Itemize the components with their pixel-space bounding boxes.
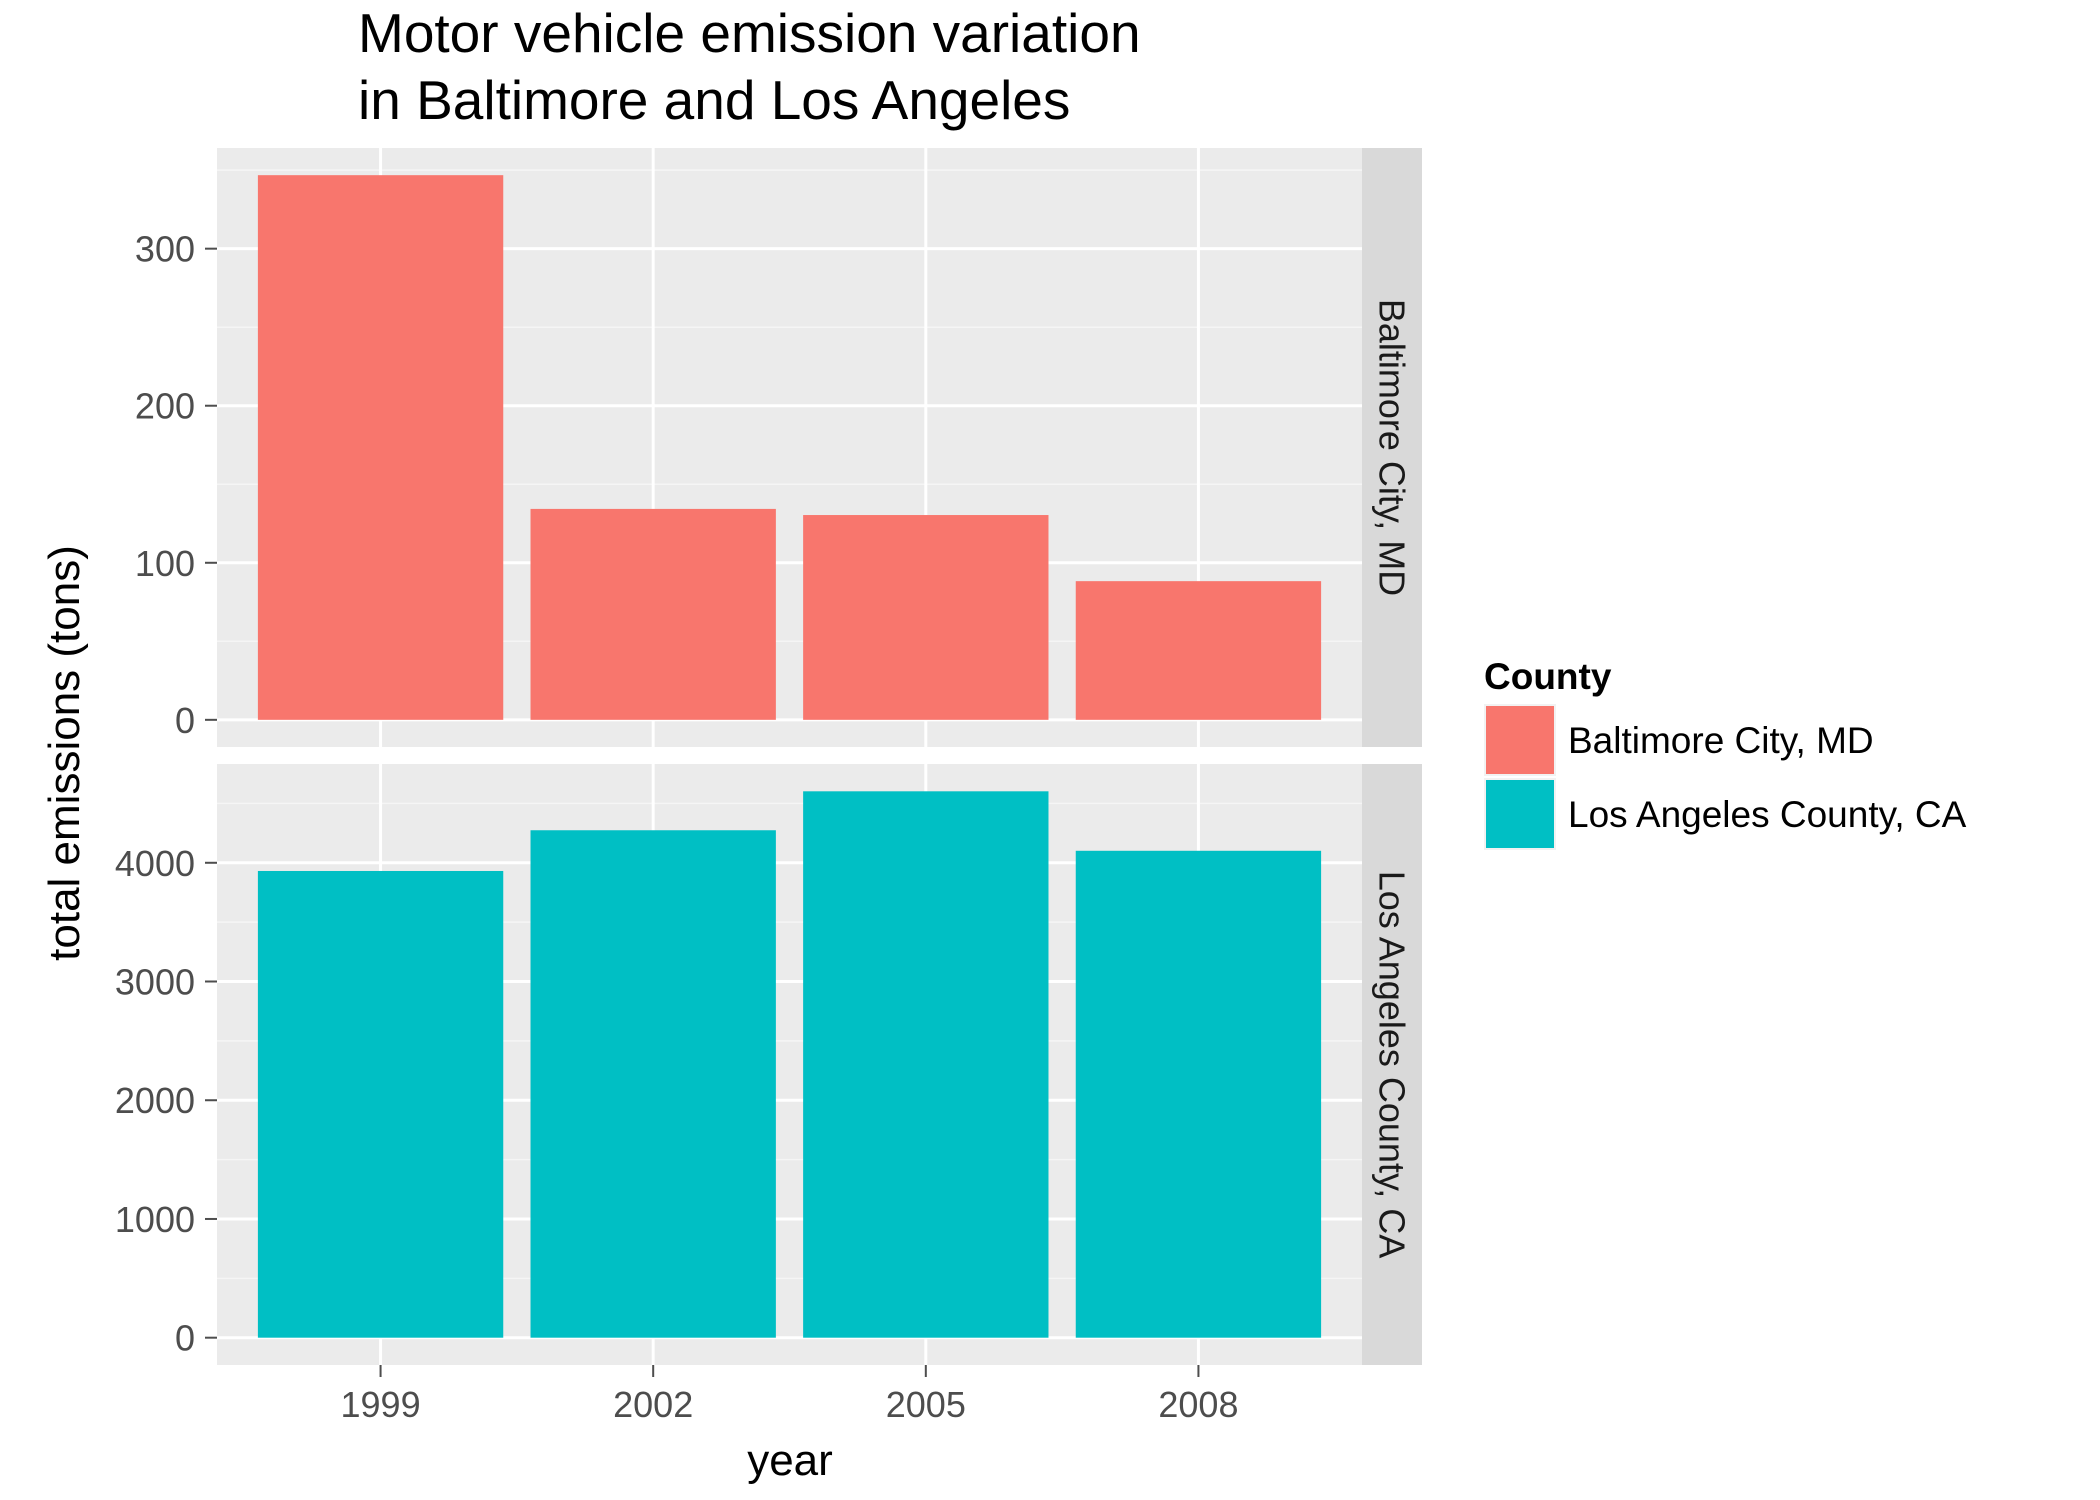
legend: County Baltimore City, MD Los Angeles Cou… — [1484, 656, 1967, 850]
legend-swatch — [1486, 706, 1554, 774]
legend-label: Baltimore City, MD — [1568, 720, 1874, 761]
facet-strip — [1362, 764, 1422, 1365]
y-tick-label: 2000 — [115, 1080, 195, 1121]
chart-panels: 0 100 200 300 Baltimore City, MD 0 1000 2000 300… — [115, 148, 1422, 1365]
x-tick-label: 2008 — [1158, 1384, 1238, 1425]
facet-strip-label: Baltimore City, MD — [1372, 299, 1413, 596]
bar-2005 — [803, 515, 1049, 720]
y-tick-label: 0 — [175, 700, 195, 741]
bar-1999 — [257, 175, 504, 720]
legend-title: County — [1484, 656, 1612, 697]
panel-2: 0 1000 2000 3000 4000 Los Angeles County, CA — [115, 764, 1422, 1365]
y-tick-label: 3000 — [115, 962, 195, 1003]
facet-strip-label: Los Angeles County, CA — [1372, 871, 1413, 1259]
y-axis-title: total emissions (tons) — [40, 545, 89, 961]
bar-2008 — [1075, 581, 1322, 720]
facet-strip — [1362, 148, 1422, 747]
x-tick-label: 1999 — [341, 1384, 421, 1425]
y-tick-label: 100 — [135, 543, 195, 584]
x-axis: 1999 2002 2005 2008 — [341, 1365, 1238, 1425]
legend-swatch — [1486, 780, 1554, 848]
x-tick-label: 2005 — [886, 1384, 966, 1425]
bar-1999 — [257, 870, 504, 1338]
y-tick-label: 300 — [135, 229, 195, 270]
y-tick-label: 1000 — [115, 1199, 195, 1240]
y-tick-label: 4000 — [115, 843, 195, 884]
legend-item: Los Angeles County, CA — [1484, 778, 1967, 850]
bar-2002 — [530, 508, 776, 720]
legend-items: Baltimore City, MD Los Angeles County, CA — [1484, 704, 1967, 850]
y-tick-label: 0 — [175, 1318, 195, 1359]
x-tick-label: 2002 — [613, 1384, 693, 1425]
chart-title-line-1: Motor vehicle emission variation — [358, 2, 1141, 64]
bar-2005 — [803, 791, 1049, 1338]
x-axis-title: year — [747, 1436, 833, 1485]
y-tick-label: 200 — [135, 386, 195, 427]
bar-2008 — [1075, 850, 1322, 1338]
panel-1: 0 100 200 300 Baltimore City, MD — [135, 148, 1422, 747]
legend-label: Los Angeles County, CA — [1568, 794, 1967, 835]
bar-2002 — [530, 830, 776, 1338]
legend-item: Baltimore City, MD — [1484, 704, 1874, 776]
chart-title-line-2: in Baltimore and Los Angeles — [358, 69, 1070, 131]
